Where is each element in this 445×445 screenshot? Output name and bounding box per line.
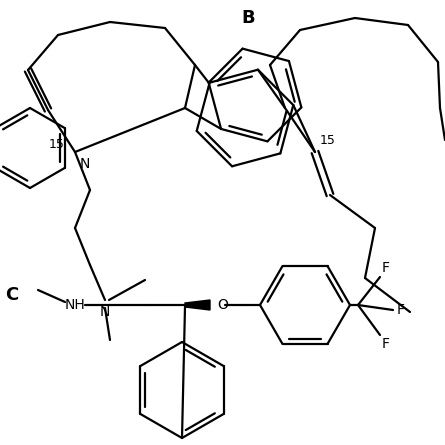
Text: 15: 15 (49, 138, 65, 150)
Text: 15: 15 (320, 134, 336, 147)
Text: O: O (217, 298, 228, 312)
Text: N: N (100, 305, 110, 319)
Text: F: F (382, 261, 390, 275)
Text: C: C (5, 286, 19, 304)
Polygon shape (185, 300, 210, 310)
Text: NH: NH (65, 298, 85, 312)
Text: F: F (382, 337, 390, 351)
Text: B: B (241, 9, 255, 27)
Text: F: F (397, 303, 405, 317)
Text: N: N (80, 157, 90, 171)
